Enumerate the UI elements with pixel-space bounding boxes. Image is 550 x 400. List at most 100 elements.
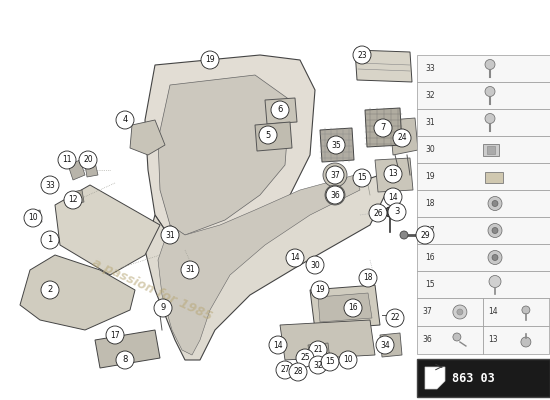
- Text: 19: 19: [205, 56, 215, 64]
- Bar: [483, 326, 549, 354]
- Text: 15: 15: [325, 358, 335, 366]
- Circle shape: [384, 165, 402, 183]
- Polygon shape: [425, 367, 445, 389]
- Text: 33: 33: [45, 180, 55, 190]
- Circle shape: [201, 51, 219, 69]
- Bar: [417, 244, 550, 271]
- Text: 16: 16: [425, 253, 435, 262]
- Text: 27: 27: [280, 366, 290, 374]
- Text: 3: 3: [394, 208, 400, 216]
- Polygon shape: [85, 162, 98, 177]
- Circle shape: [41, 176, 59, 194]
- Text: 21: 21: [314, 346, 323, 354]
- Circle shape: [385, 207, 395, 217]
- Bar: [417, 217, 550, 244]
- Circle shape: [521, 337, 531, 347]
- Text: 29: 29: [420, 230, 430, 240]
- Text: 13: 13: [388, 170, 398, 178]
- Bar: [417, 109, 550, 136]
- Circle shape: [116, 111, 134, 129]
- Text: 11: 11: [62, 156, 72, 164]
- Circle shape: [522, 306, 530, 314]
- Text: 14: 14: [388, 192, 398, 202]
- Bar: [487, 146, 495, 154]
- Text: 19: 19: [425, 172, 435, 181]
- Bar: [485, 172, 503, 182]
- Circle shape: [106, 326, 124, 344]
- Bar: [417, 271, 550, 298]
- Circle shape: [390, 312, 396, 318]
- Polygon shape: [145, 55, 315, 255]
- Circle shape: [353, 46, 371, 64]
- Circle shape: [416, 226, 434, 244]
- Circle shape: [161, 226, 179, 244]
- Circle shape: [457, 309, 463, 315]
- Circle shape: [311, 281, 329, 299]
- Text: 26: 26: [373, 208, 383, 218]
- Circle shape: [485, 114, 495, 124]
- Text: 12: 12: [68, 196, 78, 204]
- Text: 18: 18: [425, 199, 435, 208]
- Text: 16: 16: [348, 304, 358, 312]
- Text: 36: 36: [330, 190, 340, 200]
- Circle shape: [286, 249, 304, 267]
- Bar: [417, 298, 483, 326]
- Circle shape: [339, 351, 357, 369]
- Circle shape: [116, 351, 134, 369]
- Polygon shape: [365, 108, 402, 147]
- Circle shape: [326, 166, 344, 184]
- Text: 18: 18: [363, 274, 373, 282]
- Circle shape: [269, 336, 287, 354]
- Bar: [417, 136, 550, 163]
- Circle shape: [296, 349, 314, 367]
- Polygon shape: [158, 75, 290, 235]
- Polygon shape: [72, 190, 84, 204]
- Polygon shape: [28, 210, 42, 224]
- Text: 9: 9: [161, 304, 166, 312]
- Circle shape: [453, 333, 461, 341]
- Circle shape: [344, 299, 362, 317]
- Circle shape: [309, 341, 327, 359]
- Polygon shape: [158, 175, 360, 355]
- Circle shape: [400, 231, 408, 239]
- Polygon shape: [320, 128, 354, 162]
- Bar: [417, 163, 550, 190]
- Circle shape: [488, 250, 502, 264]
- Text: 31: 31: [165, 230, 175, 240]
- Text: 35: 35: [331, 140, 341, 150]
- Text: 32: 32: [425, 91, 435, 100]
- Polygon shape: [265, 98, 297, 124]
- Circle shape: [158, 305, 168, 315]
- Text: 32: 32: [313, 360, 323, 370]
- Polygon shape: [318, 293, 372, 322]
- Bar: [483, 298, 549, 326]
- Circle shape: [327, 136, 345, 154]
- Circle shape: [41, 231, 59, 249]
- Circle shape: [306, 256, 324, 274]
- Text: 17: 17: [425, 226, 435, 235]
- Circle shape: [325, 185, 345, 205]
- Text: 13: 13: [488, 336, 498, 344]
- Text: 2: 2: [47, 286, 53, 294]
- Circle shape: [388, 203, 406, 221]
- Text: 37: 37: [422, 308, 432, 316]
- Bar: [417, 82, 550, 109]
- Text: 6: 6: [277, 106, 283, 114]
- Bar: [417, 326, 483, 354]
- Text: 22: 22: [390, 314, 400, 322]
- Bar: [417, 359, 550, 397]
- Text: 15: 15: [425, 280, 435, 289]
- Circle shape: [323, 163, 347, 187]
- Circle shape: [276, 361, 294, 379]
- Text: 19: 19: [315, 286, 325, 294]
- Text: 34: 34: [380, 340, 390, 350]
- Circle shape: [492, 228, 498, 234]
- Text: 863 03: 863 03: [452, 372, 495, 384]
- Text: 8: 8: [122, 356, 128, 364]
- Circle shape: [376, 336, 394, 354]
- Circle shape: [374, 119, 392, 137]
- Text: 15: 15: [357, 174, 367, 182]
- Circle shape: [453, 305, 467, 319]
- Circle shape: [259, 126, 277, 144]
- Polygon shape: [280, 320, 375, 360]
